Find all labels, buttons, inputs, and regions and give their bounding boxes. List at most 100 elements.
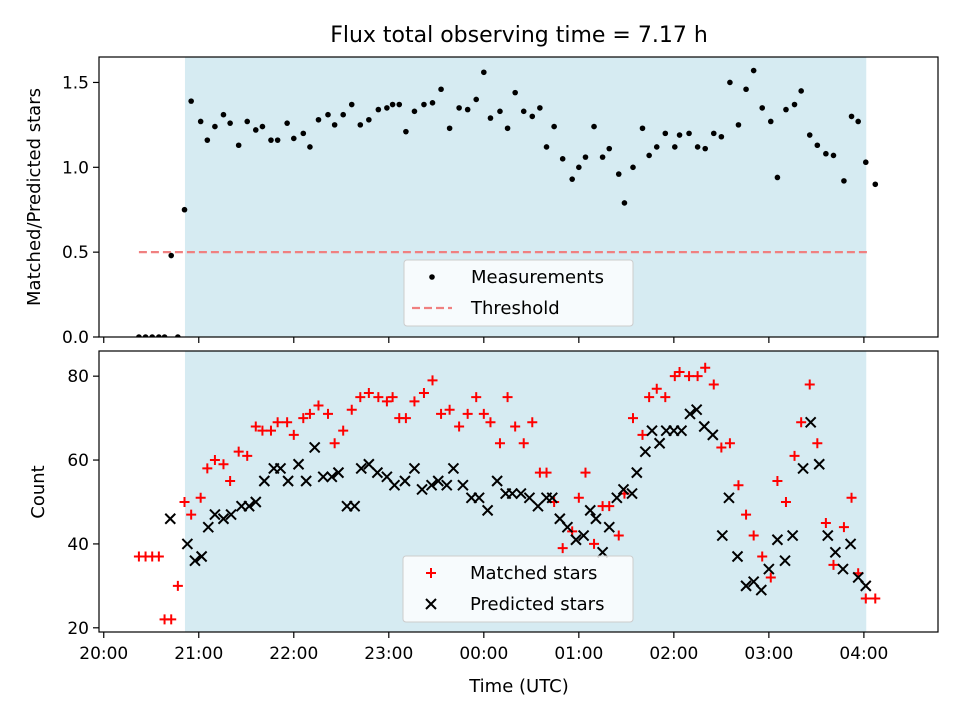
predicted-star-point [164,513,176,525]
predicted-star-point [432,475,444,487]
measurement-point [300,130,307,137]
measurement-point [411,108,418,115]
count-plot-area [133,362,881,625]
matched-star-point [436,408,447,419]
matched-star-point [518,438,529,449]
matched-star-point [186,509,197,520]
measurement-point [204,137,211,143]
predicted-star-point [532,500,544,512]
predicted-star-point [716,529,729,542]
measurement-point [841,178,847,184]
matched-star-point [527,417,538,428]
series-measurements [136,67,879,337]
predicted-star-point [707,429,719,441]
x-axis-label: Time (UTC) [468,676,569,697]
ratio-legend: Measurements Threshold [403,259,634,327]
matched-star-point [708,379,719,390]
measurement-point [576,164,582,171]
matched-star-point [748,530,759,541]
matched-star-point [757,551,768,562]
measurement-point [718,133,725,140]
predicted-star-point [763,563,775,575]
matched-star-point [387,392,398,403]
measurement-point [331,122,338,128]
matched-star-point [444,404,455,415]
measurement-point [727,79,733,86]
matched-star-point [660,392,671,403]
matched-star-point [502,392,513,403]
matched-star-point [338,425,349,436]
matched-star-point [282,417,293,428]
predicted-star-point [457,479,469,491]
matched-star-point [541,467,552,478]
matched-star-point [355,392,366,403]
x-tick-label: 01:00 [554,644,603,664]
measurement-point [284,120,290,126]
measurement-point [676,132,683,138]
matched-star-point [346,404,357,415]
predicted-star-point [561,521,574,533]
predicted-star-point [355,462,367,475]
predicted-star-point [515,487,527,500]
measurement-point [348,101,355,108]
predicted-star-point [209,508,221,521]
matched-star-point [828,559,839,570]
predicted-star-point [388,479,401,491]
predicted-star-point [425,479,438,491]
measurement-point [653,144,660,150]
ratio-legend-box [403,259,634,327]
matched-star-point [209,455,220,466]
matched-star-point [613,530,624,541]
matched-star-point [257,425,268,436]
predicted-star-point [317,471,329,483]
measurement-point [252,127,259,133]
predicted-star-point [202,521,214,533]
measurement-point [767,118,774,125]
predicted-star-point [771,534,784,546]
measurement-point [520,108,527,115]
measurement-point [473,96,480,103]
measurement-point [630,164,636,171]
predicted-star-point [181,538,194,550]
matched-star-point [627,413,638,424]
matched-star-point [462,408,473,419]
predicted-star-point [698,420,710,433]
matched-star-point [166,614,177,625]
predicted-star-point [779,554,791,567]
matched-star-point [651,383,662,394]
measurement-point [750,67,757,74]
measurement-point [830,152,837,159]
measurement-point [175,334,181,337]
predicted-star-point [731,550,744,563]
measurement-point [639,125,646,132]
matched-star-point [400,413,411,424]
matched-star-point [265,425,276,436]
measurement-point [307,144,313,150]
matched-star-point [218,459,229,470]
measurement-point [743,86,749,93]
matched-star-point [589,538,600,549]
x-tick-label: 22:00 [269,644,318,664]
measurement-point [487,115,494,121]
predicted-star-point [860,580,872,592]
matched-star-point [242,450,253,461]
ratio-y-tick-label: 1.0 [62,158,89,178]
predicted-star-point [332,466,345,479]
predicted-star-point [195,550,208,563]
measurement-point [582,154,589,160]
predicted-star-point [755,584,767,596]
predicted-star-point [473,492,485,504]
predicted-star-point [577,529,590,542]
measurement-point [569,176,575,182]
measurement-point [872,181,879,188]
matched-star-point [329,438,340,449]
measurement-point [559,156,566,162]
series-matched-stars [133,362,881,625]
matched-star-point [288,429,299,440]
measurement-point [814,142,821,149]
matched-star-point [741,509,752,520]
predicted-star-point [308,441,321,454]
legend-measurements-marker [429,274,435,280]
predicted-star-point [217,513,230,525]
matched-star-point [179,496,190,507]
